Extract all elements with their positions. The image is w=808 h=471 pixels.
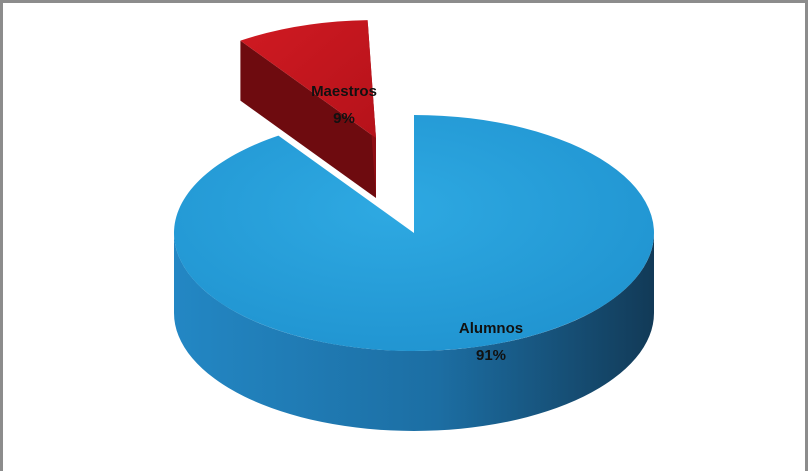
pie-labels: Alumnos 91% Maestros 9% <box>311 83 523 364</box>
slice-label-name-alumnos: Alumnos <box>459 320 523 337</box>
slice-label-name-maestros: Maestros <box>311 83 377 100</box>
pie-slices <box>173 20 654 431</box>
slice-alumnos <box>173 115 654 351</box>
slice-side-maestros <box>240 40 376 198</box>
slice-label-percent-maestros: 9% <box>333 110 355 127</box>
slice-side-alumnos <box>174 233 654 431</box>
chart-frame-right-border <box>805 0 808 471</box>
slice-label-percent-alumnos: 91% <box>476 347 506 364</box>
slice-maestros <box>240 20 376 138</box>
